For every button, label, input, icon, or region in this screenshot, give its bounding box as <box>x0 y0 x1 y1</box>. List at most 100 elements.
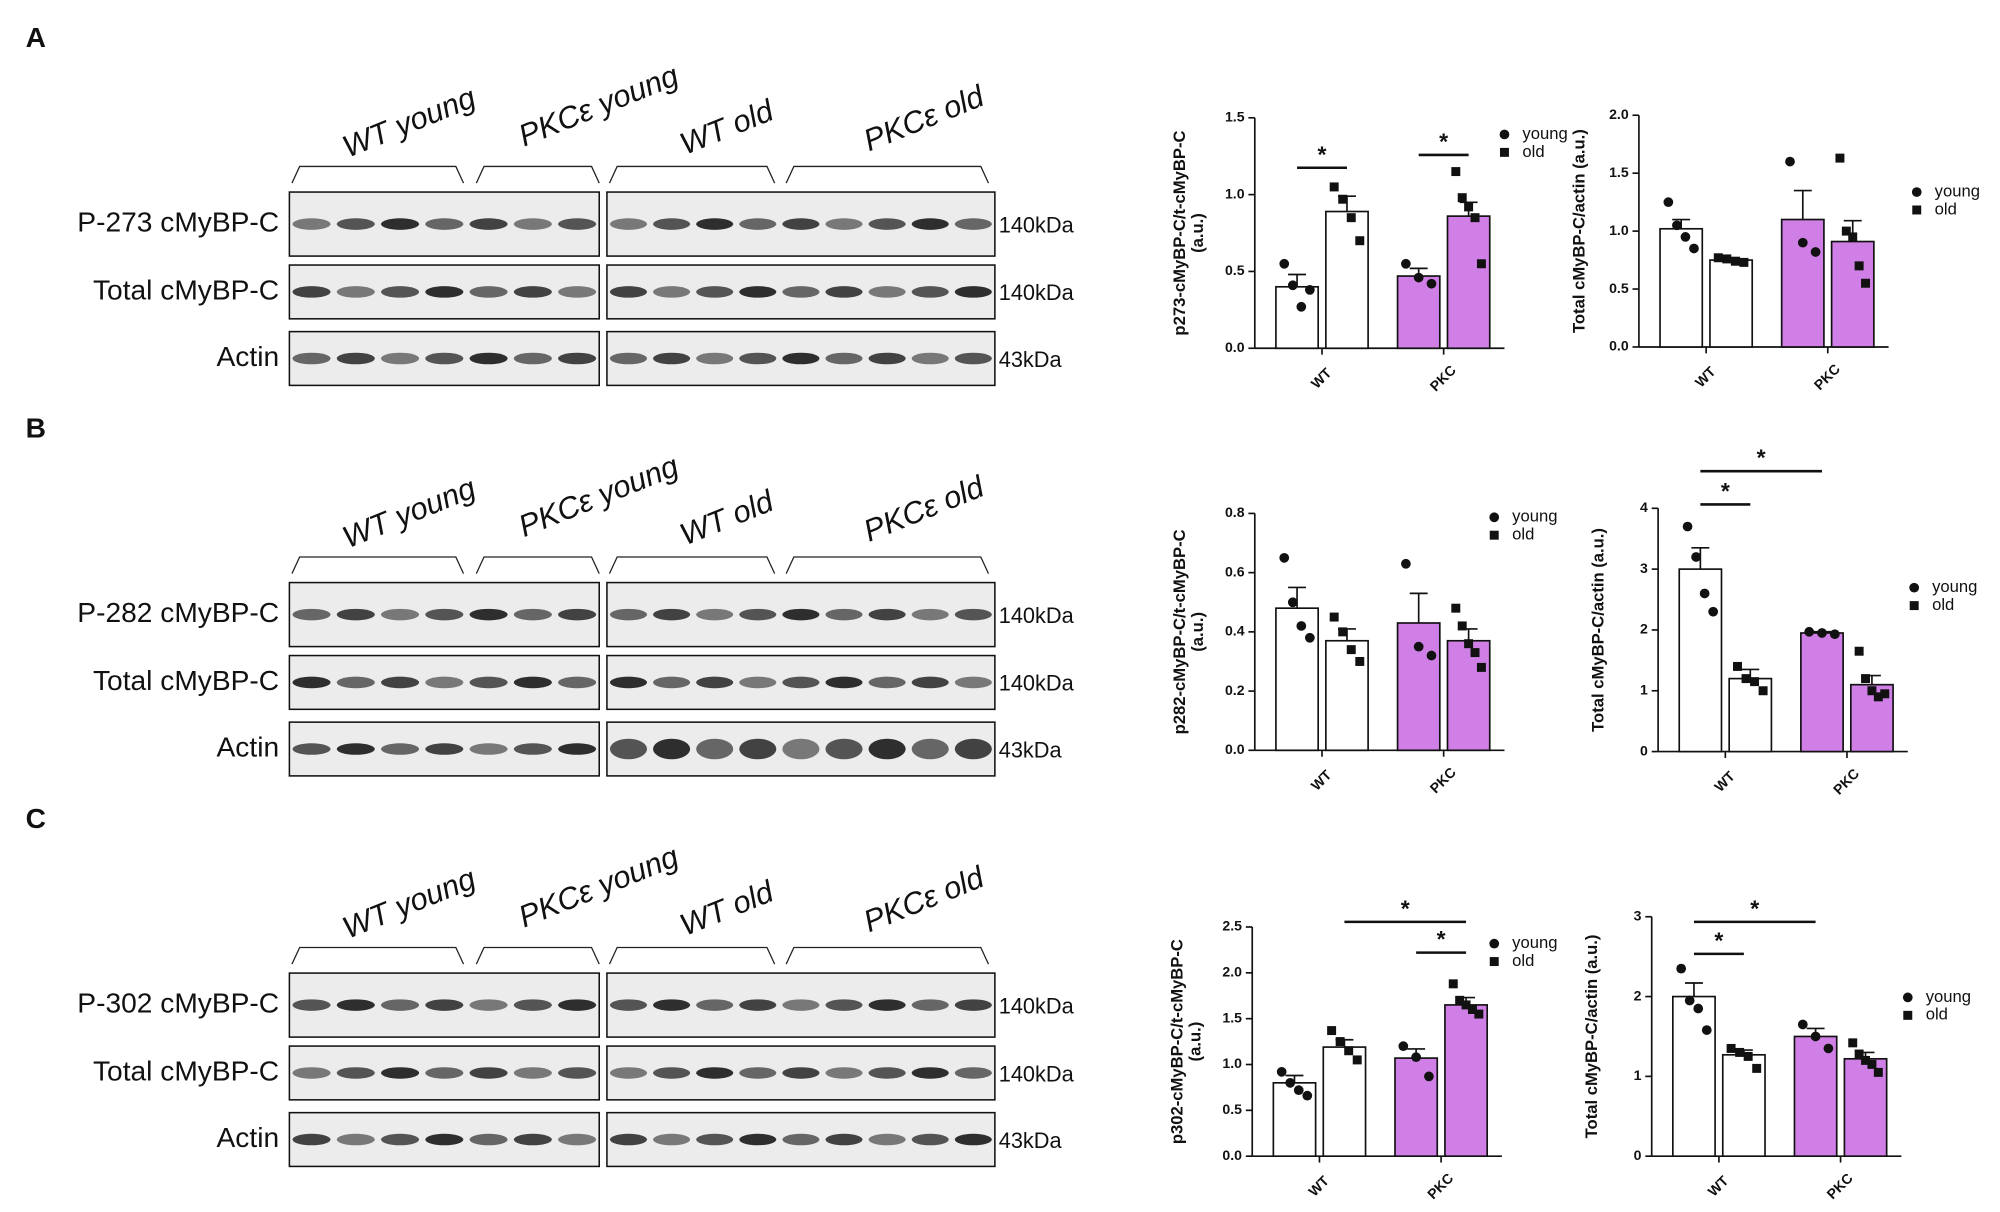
band <box>558 218 597 230</box>
data-point <box>1867 686 1877 696</box>
group-label: PKCε old <box>859 78 990 158</box>
data-point <box>1873 1067 1883 1077</box>
data-point <box>1835 153 1845 163</box>
band <box>782 286 820 298</box>
band <box>381 608 420 621</box>
data-point <box>1455 995 1465 1005</box>
band <box>609 1133 648 1146</box>
row-label: Total cMyBP-C <box>93 274 279 305</box>
band <box>696 1067 734 1079</box>
x-tick-label: PKC <box>1427 362 1459 394</box>
size-label: 140kDa <box>999 993 1075 1018</box>
data-point <box>1817 628 1827 638</box>
band <box>653 999 691 1011</box>
y-tick-label: 0.5 <box>1225 262 1245 278</box>
band <box>825 218 863 230</box>
x-tick-label: WT <box>1692 363 1719 390</box>
y-tick-label: 0.2 <box>1225 682 1245 698</box>
band <box>653 218 691 230</box>
y-tick-label: 2.0 <box>1222 964 1242 980</box>
data-point <box>1344 1046 1354 1056</box>
band <box>609 999 648 1011</box>
band <box>696 738 734 760</box>
significance-star: * <box>1714 927 1723 953</box>
data-point <box>1726 1043 1736 1053</box>
data-point <box>1474 1009 1484 1019</box>
data-point <box>1861 278 1871 288</box>
x-tick-label: PKC <box>1830 765 1862 797</box>
x-tick-label: PKC <box>1811 361 1843 393</box>
group-bracket <box>291 946 465 965</box>
band <box>696 352 734 365</box>
band <box>513 608 552 621</box>
band <box>381 743 420 755</box>
x-tick-label: WT <box>1308 364 1335 391</box>
band <box>425 1133 464 1146</box>
data-point <box>1682 521 1693 532</box>
band <box>739 218 777 230</box>
y-axis-label: Total cMyBP-C/actin (a.u.) <box>1569 129 1588 333</box>
data-point <box>1327 1026 1337 1036</box>
group-label: PKCε young <box>513 448 683 544</box>
size-label: 140kDa <box>999 212 1075 237</box>
band <box>381 218 420 230</box>
y-tick-label: 1.0 <box>1609 222 1629 238</box>
group-bracket <box>291 165 465 184</box>
data-point <box>1867 1059 1877 1069</box>
band <box>739 1133 777 1146</box>
legend-label: young <box>1932 577 1977 596</box>
significance-star: * <box>1439 128 1448 154</box>
data-point <box>1467 1005 1477 1014</box>
x-tick-label: PKC <box>1823 1170 1855 1202</box>
data-point <box>1413 641 1424 652</box>
band <box>739 1067 777 1079</box>
data-point <box>1401 558 1411 569</box>
band <box>292 1067 331 1079</box>
y-tick-label: 0 <box>1634 1147 1642 1163</box>
legend-marker <box>1902 992 1913 1003</box>
y-tick-label: 1.5 <box>1609 164 1629 180</box>
band <box>469 218 508 230</box>
band <box>954 608 992 621</box>
band <box>336 676 375 689</box>
size-label: 43kDa <box>999 737 1063 762</box>
band <box>609 1067 648 1079</box>
band <box>868 1067 906 1079</box>
data-point <box>1699 588 1710 599</box>
band <box>653 1133 691 1146</box>
row-label: P-273 cMyBP-C <box>77 207 279 238</box>
data-point <box>1691 552 1701 562</box>
band <box>868 352 906 365</box>
band <box>739 738 777 760</box>
data-point <box>1285 1077 1296 1088</box>
data-point <box>1296 301 1307 312</box>
band <box>739 999 777 1011</box>
row-label: Actin <box>217 341 280 372</box>
data-point <box>1861 1055 1871 1065</box>
band <box>825 286 863 298</box>
band <box>558 676 597 689</box>
data-point <box>1457 621 1467 631</box>
y-axis-label: Total cMyBP-C/actin (a.u.) <box>1589 528 1608 732</box>
data-point <box>1426 278 1437 289</box>
data-point <box>1680 232 1691 242</box>
band <box>868 286 906 298</box>
data-point <box>1470 648 1480 658</box>
data-point <box>1464 639 1474 649</box>
data-point <box>1823 1043 1834 1054</box>
band <box>825 999 863 1011</box>
data-point <box>1338 194 1348 204</box>
legend-marker <box>1489 938 1500 949</box>
band <box>513 286 552 298</box>
data-point <box>1296 621 1307 631</box>
band <box>653 352 691 365</box>
band <box>609 608 648 621</box>
data-point <box>1672 220 1682 231</box>
legend-label: young <box>1935 181 1980 200</box>
data-point <box>1708 606 1719 617</box>
band <box>381 1067 420 1079</box>
band <box>381 1133 420 1146</box>
data-point <box>1730 256 1740 266</box>
group-label: PKCε old <box>859 859 990 939</box>
data-point <box>1854 261 1864 271</box>
